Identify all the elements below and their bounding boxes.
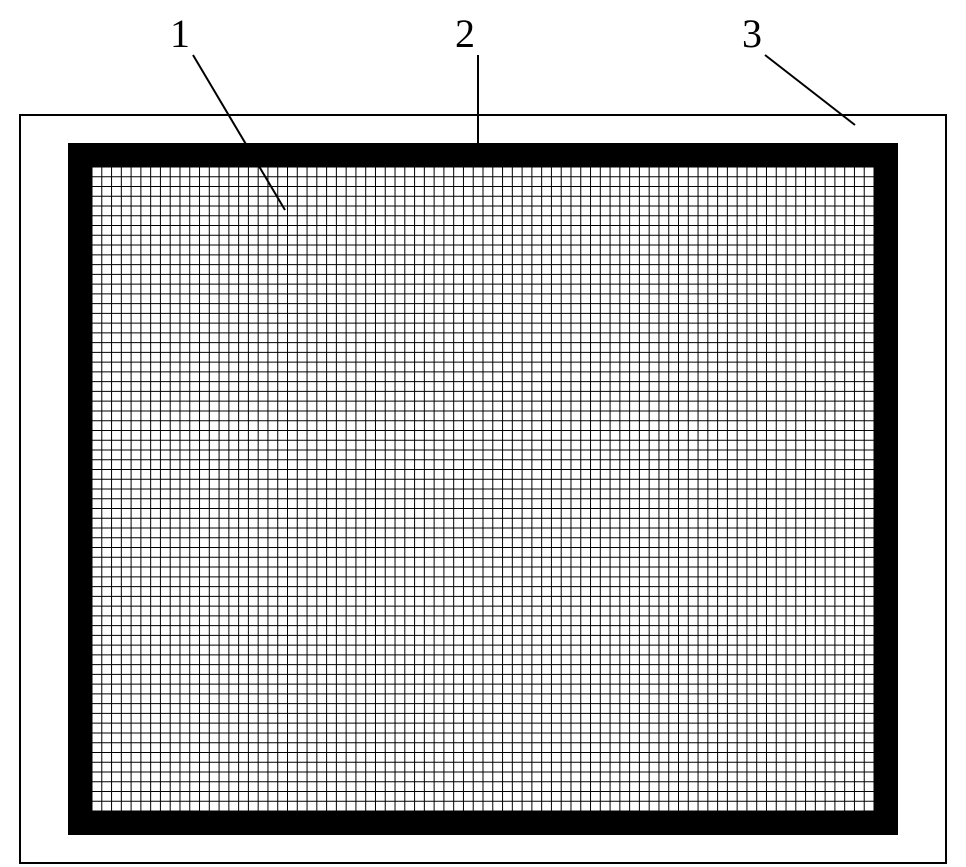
figure-svg <box>0 0 966 867</box>
callout-label-3: 3 <box>742 10 762 57</box>
mesh-grid <box>92 167 874 811</box>
callout-label-1: 1 <box>170 10 190 57</box>
figure-canvas: 1 2 3 <box>0 0 966 867</box>
callout-label-2: 2 <box>455 10 475 57</box>
